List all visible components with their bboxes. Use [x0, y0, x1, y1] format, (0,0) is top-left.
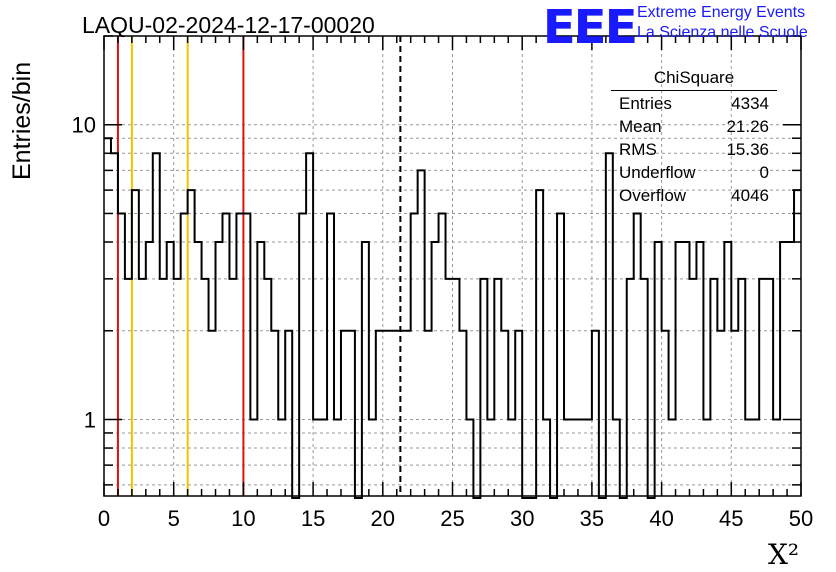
stats-label: Entries	[619, 94, 672, 113]
stats-value: 4334	[731, 94, 769, 113]
x-tick-label: 35	[580, 506, 604, 531]
tick-labels: 0 5 10 15 20 25 30 35 40 45 50 1 10	[72, 113, 814, 531]
y-tick-label: 1	[84, 407, 96, 432]
x-tick-label: 5	[168, 506, 180, 531]
stats-label: Mean	[619, 117, 662, 136]
eee-logo: EEE	[542, 0, 638, 54]
x-tick-label: 45	[719, 506, 743, 531]
logo-tagline-1: Extreme Energy Events	[637, 4, 806, 21]
stats-row-underflow: Underflow 0	[611, 162, 777, 185]
histogram-outline	[104, 137, 801, 499]
x-tick-label: 0	[98, 506, 110, 531]
stats-row-mean: Mean 21.26	[611, 116, 777, 139]
stats-value: 21.26	[726, 117, 769, 136]
x-tick-label: 30	[510, 506, 534, 531]
x-tick-label: 10	[231, 506, 255, 531]
chart-title: LAQU-02-2024-12-17-00020	[82, 12, 375, 38]
stats-label: Overflow	[619, 186, 687, 205]
x-tick-label: 20	[371, 506, 395, 531]
x-tick-label: 25	[440, 506, 464, 531]
y-axis-label: Entries/bin	[8, 61, 36, 180]
x-tick-label: 40	[649, 506, 673, 531]
axis-ticks	[103, 35, 802, 496]
stats-title: ChiSquare	[653, 68, 735, 87]
stats-row-entries: Entries 4334	[611, 93, 777, 116]
logo-tagline-2: La Scienza nelle Scuole	[637, 24, 808, 41]
x-tick-label: 50	[789, 506, 813, 531]
stats-label: Underflow	[619, 163, 696, 182]
x-axis-label: X²	[768, 538, 800, 571]
stats-value: 4046	[731, 186, 769, 205]
grid-lines	[104, 36, 801, 496]
stats-value: 0	[759, 163, 769, 182]
stats-divider	[611, 90, 777, 91]
y-tick-label: 10	[72, 113, 96, 138]
stats-label: RMS	[619, 140, 657, 159]
stats-box: ChiSquare Entries 4334 Mean 21.26 RMS 15.36…	[611, 68, 777, 208]
stats-row-rms: RMS 15.36	[611, 139, 777, 162]
stats-value: 15.36	[726, 140, 769, 159]
x-tick-label: 15	[301, 506, 325, 531]
stats-row-overflow: Overflow 4046	[611, 185, 777, 208]
